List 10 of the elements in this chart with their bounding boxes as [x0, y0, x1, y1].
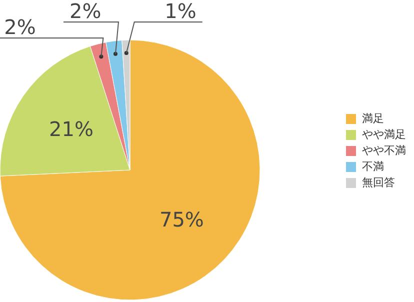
legend-label: やや満足 — [362, 127, 406, 143]
data-label: 1% — [164, 0, 196, 23]
data-label: 21% — [49, 117, 94, 142]
data-label: 2% — [69, 0, 102, 23]
data-label: 2% — [4, 15, 36, 39]
legend-label: 無回答 — [362, 175, 395, 191]
legend-label: 満足 — [362, 111, 384, 127]
data-label: 75% — [159, 207, 204, 232]
legend-label: やや不満 — [362, 143, 406, 159]
legend-label: 不満 — [362, 159, 384, 175]
